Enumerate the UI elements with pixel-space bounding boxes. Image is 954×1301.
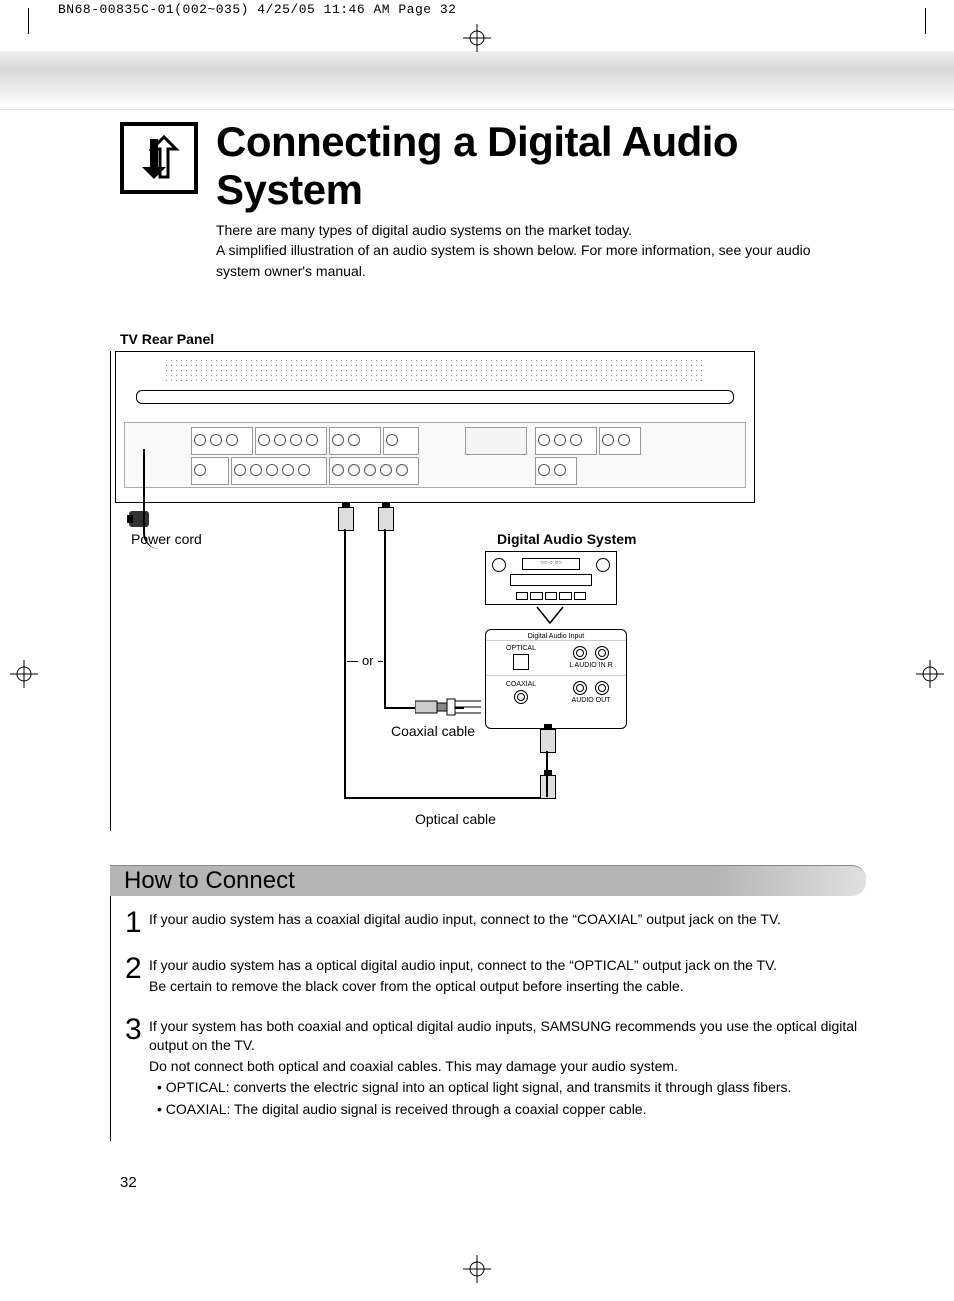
step-text: Be certain to remove the black cover fro… (149, 977, 866, 996)
step-text: If your system has both coaxial and opti… (149, 1017, 866, 1056)
step-2: 2 If your audio system has a optical dig… (125, 956, 866, 999)
audio-system-icon: ○○ ○ ○○ (485, 551, 617, 605)
optical-definition: • OPTICAL: converts the electric signal … (157, 1078, 866, 1097)
registration-mark-right (916, 660, 944, 688)
step-text: Do not connect both optical and coaxial … (149, 1057, 866, 1076)
header-gradient-band (0, 51, 954, 110)
digital-audio-input-panel: Digital Audio Input OPTICAL L AUDIO IN R… (485, 629, 627, 729)
connection-diagram: Power cord (115, 351, 755, 831)
coaxial-definition: • COAXIAL: The digital audio signal is r… (157, 1100, 866, 1119)
power-cord-label: Power cord (131, 531, 202, 547)
or-label: or (358, 653, 378, 668)
how-to-connect-bar: How to Connect (110, 865, 866, 896)
registration-mark-top (463, 24, 491, 52)
arrows-icon (120, 122, 198, 194)
step-3: 3 If your system has both coaxial and op… (125, 1017, 866, 1122)
step-text: If your audio system has a optical digit… (149, 956, 866, 975)
step-number: 2 (125, 954, 149, 999)
step-1: 1 If your audio system has a coaxial dig… (125, 910, 866, 938)
arrow-down-icon (535, 605, 565, 629)
step-text: If your audio system has a coaxial digit… (149, 910, 866, 929)
page-number: 32 (120, 1174, 137, 1191)
how-to-connect-heading: How to Connect (124, 867, 295, 895)
registration-mark-left (10, 660, 38, 688)
print-header: BN68-00835C-01(002~035) 4/25/05 11:46 AM… (0, 0, 954, 17)
intro-text: There are many types of digital audio sy… (216, 220, 856, 281)
coaxial-connector-icon (415, 697, 485, 717)
optical-cable-label: Optical cable (415, 811, 496, 827)
coaxial-plug-top-icon (378, 507, 394, 531)
optical-plug-panel-icon (540, 729, 556, 753)
optical-plug-top-icon (338, 507, 354, 531)
tv-rear-panel (115, 351, 755, 503)
digital-audio-system-label: Digital Audio System (497, 531, 637, 547)
step-number: 1 (125, 908, 149, 938)
tv-rear-panel-label: TV Rear Panel (120, 331, 866, 347)
page-title: Connecting a Digital Audio System (216, 118, 866, 214)
registration-mark-bottom (463, 1255, 491, 1283)
optical-plug-bottom-icon (540, 775, 556, 799)
coaxial-cable-label: Coaxial cable (391, 723, 475, 739)
step-number: 3 (125, 1015, 149, 1122)
